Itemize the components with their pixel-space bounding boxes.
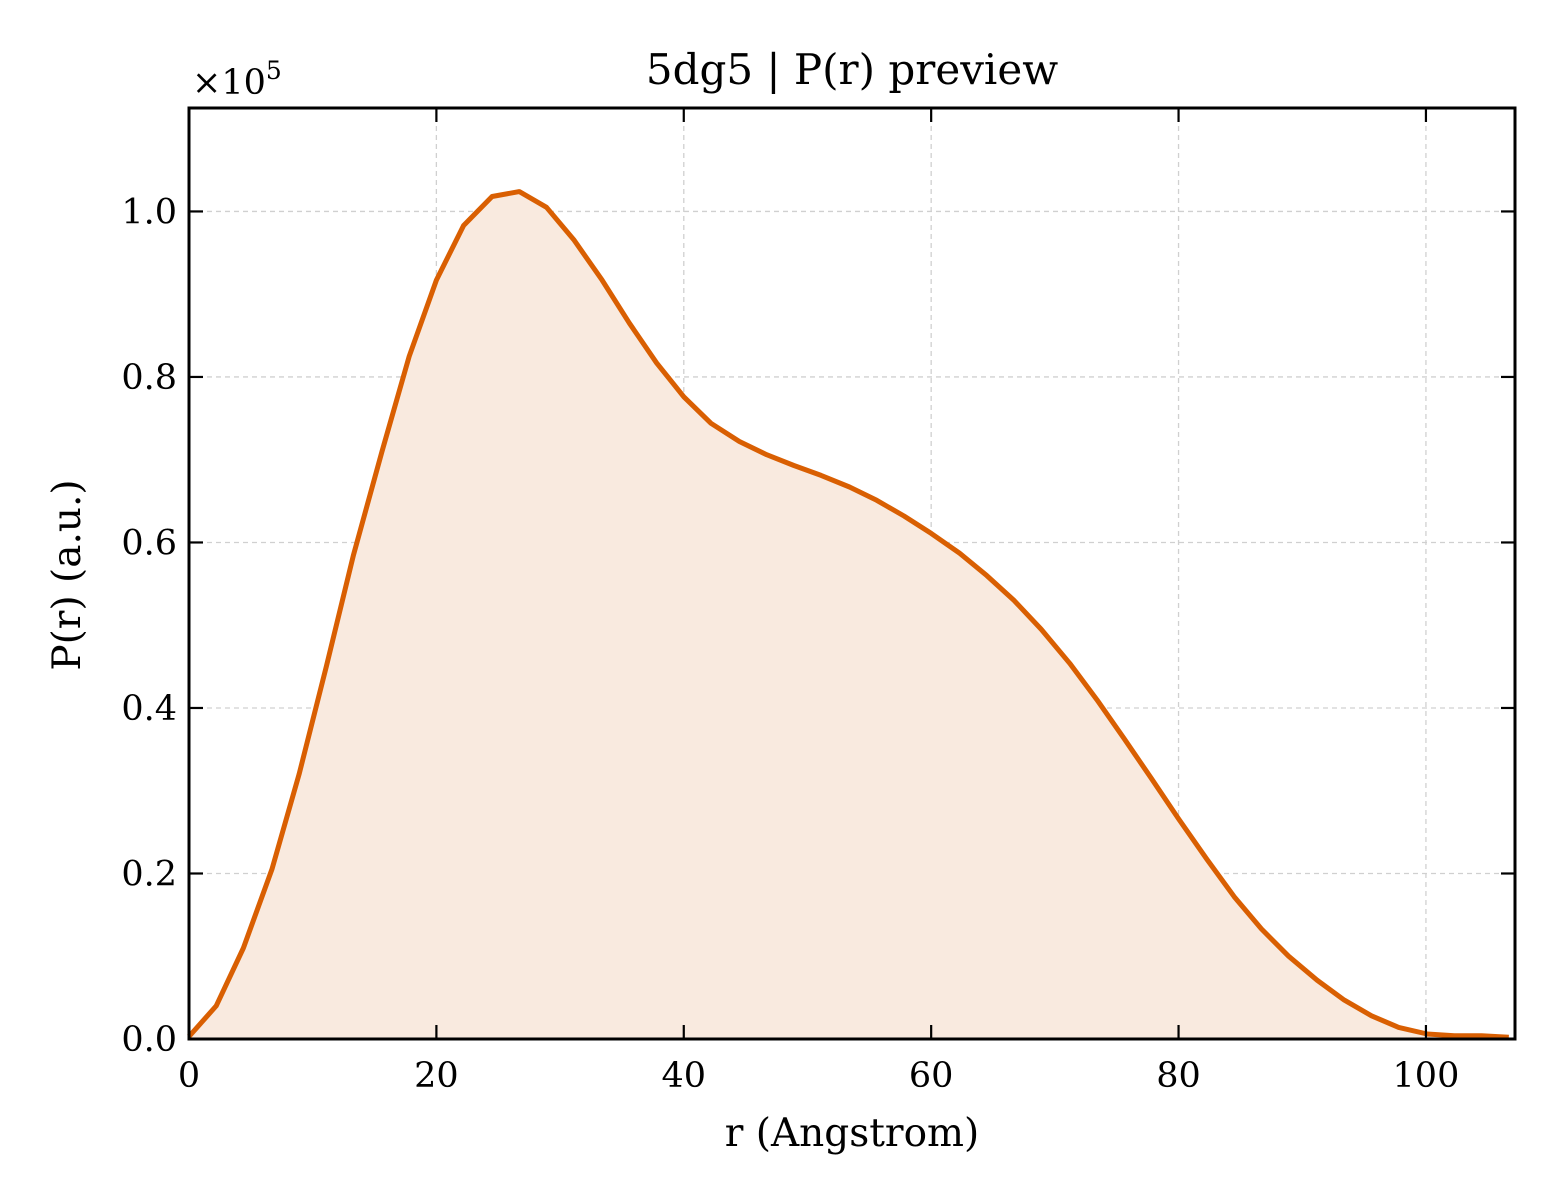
x-tick-label: 80 bbox=[1156, 1056, 1201, 1096]
y-tick-label: 0.2 bbox=[121, 854, 177, 894]
y-tick-label: 1.0 bbox=[121, 192, 177, 232]
x-tick-label: 0 bbox=[178, 1056, 200, 1096]
x-tick-label: 40 bbox=[662, 1056, 707, 1096]
y-tick-label: 0.6 bbox=[121, 523, 177, 563]
y-axis-label: P(r) (a.u.) bbox=[45, 479, 90, 670]
y-tick-label: 0.0 bbox=[121, 1020, 177, 1060]
y-tick-label: 0.8 bbox=[121, 358, 177, 398]
y-axis-multiplier: ×105 bbox=[192, 56, 282, 103]
x-tick-label: 100 bbox=[1393, 1056, 1460, 1096]
pr-area-fill bbox=[189, 191, 1509, 1040]
pr-series-line bbox=[187, 189, 1509, 1040]
x-tick-label: 20 bbox=[414, 1056, 459, 1096]
plot-frame bbox=[187, 106, 1517, 1041]
chart-title: 5dg5 | P(r) preview bbox=[646, 45, 1058, 94]
x-axis-label: r (Angstrom) bbox=[725, 1111, 980, 1156]
tick-labels: 0 20 40 60 80 100 0.0 0.2 0.4 0.6 0.8 1.0 bbox=[121, 192, 1459, 1096]
y-axis-multiplier-exponent: 5 bbox=[266, 56, 282, 85]
x-tick-label: 60 bbox=[909, 1056, 954, 1096]
y-axis-multiplier-base: ×10 bbox=[192, 63, 266, 103]
axis-ticks bbox=[187, 108, 1515, 1041]
y-tick-label: 0.4 bbox=[121, 689, 177, 729]
